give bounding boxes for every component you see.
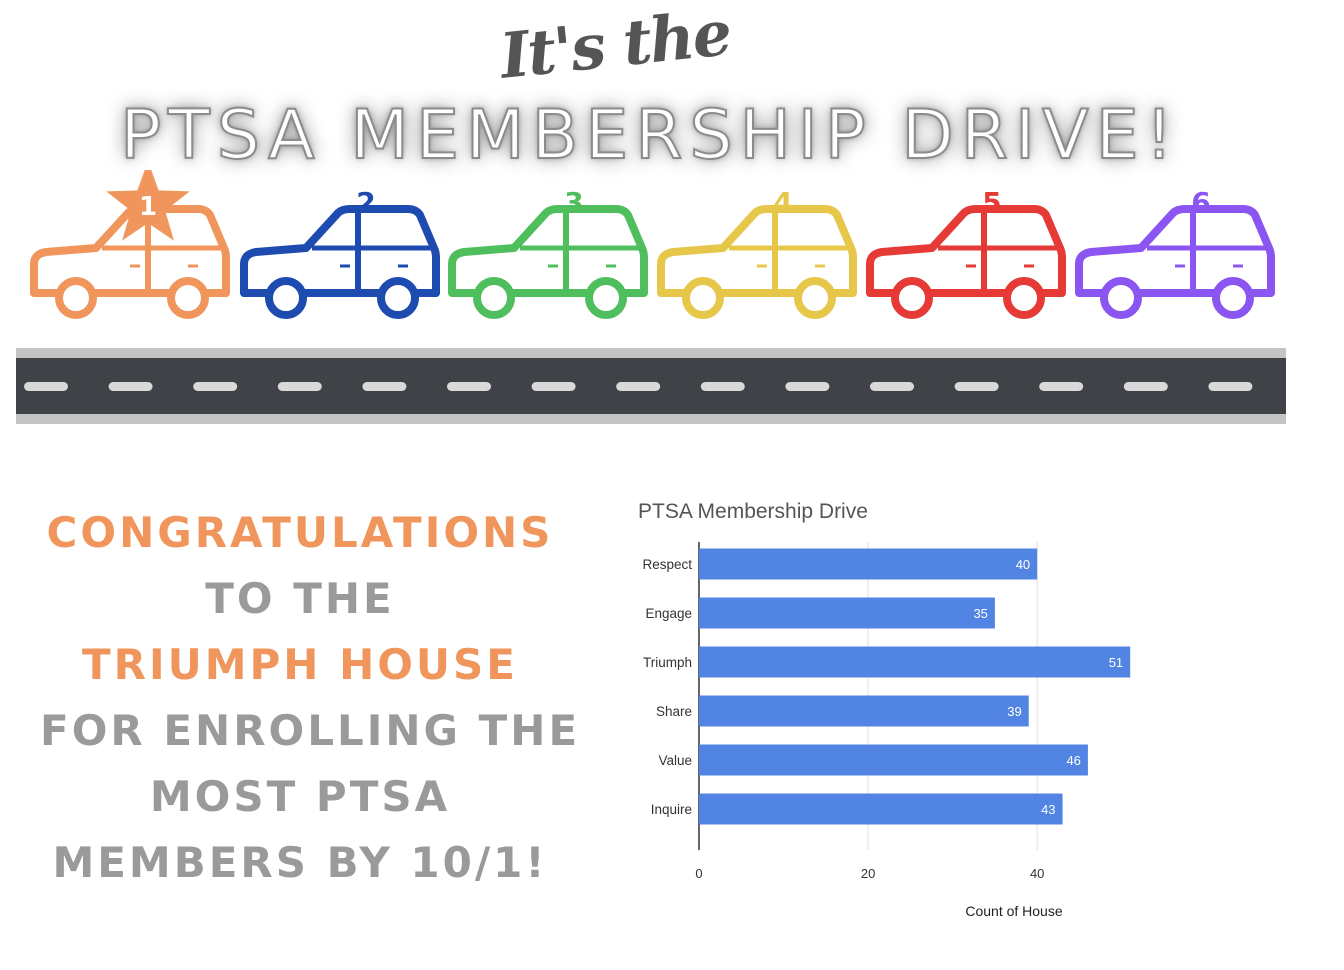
bar-value bbox=[699, 744, 1088, 776]
car-wheel-front-3 bbox=[473, 277, 515, 319]
car-2: 2 bbox=[240, 186, 440, 319]
category-label-share: Share bbox=[656, 704, 692, 719]
bar-respect bbox=[699, 548, 1038, 580]
car-wheel-rear-4 bbox=[794, 277, 836, 319]
lane-dash bbox=[1208, 382, 1253, 391]
lane-dash bbox=[108, 382, 153, 391]
data-label-triumph: 51 bbox=[1109, 655, 1123, 670]
car-body-1 bbox=[30, 205, 230, 297]
congrats-line-1: CONGRATULATIONS bbox=[46, 508, 554, 557]
data-label-inquire: 43 bbox=[1041, 802, 1055, 817]
car-wheel-front-6 bbox=[1100, 277, 1142, 319]
car-6: 6 bbox=[1075, 186, 1275, 319]
x-tick-label: 0 bbox=[695, 866, 702, 881]
congrats-line-4: FOR ENROLLING THE bbox=[40, 706, 581, 755]
bar-inquire bbox=[699, 793, 1063, 825]
car-wheel-rear-3 bbox=[585, 277, 627, 319]
category-label-triumph: Triumph bbox=[643, 655, 692, 670]
car-wheel-front-4 bbox=[682, 277, 724, 319]
car-5: 5 bbox=[866, 186, 1066, 319]
bar-chart: 40 Respect 35 Engage 51 Triumph 39 Share 46 Value… bbox=[642, 542, 1131, 919]
car-wheel-front-5 bbox=[891, 277, 933, 319]
car-body-6 bbox=[1075, 205, 1275, 297]
lane-dash bbox=[870, 382, 914, 391]
road-edge-bottom bbox=[16, 414, 1286, 424]
car-4: 4 bbox=[657, 186, 857, 319]
car-1: 1 bbox=[30, 170, 230, 319]
lane-dash bbox=[1039, 382, 1084, 391]
cars-row: 1 2 3 4 5 6 bbox=[30, 170, 1275, 319]
lane-dash bbox=[24, 382, 68, 391]
car-body-4 bbox=[657, 205, 857, 297]
car-wheel-rear-2 bbox=[377, 277, 419, 319]
data-label-respect: 40 bbox=[1016, 557, 1030, 572]
x-axis-label: Count of House bbox=[965, 903, 1062, 919]
lane-dash bbox=[531, 382, 576, 391]
bar-triumph bbox=[699, 646, 1131, 678]
congrats-line-6: MEMBERS BY 10/1! bbox=[52, 838, 548, 887]
header-script-text: It's the bbox=[496, 0, 734, 93]
lane-dash bbox=[700, 382, 745, 391]
category-label-respect: Respect bbox=[642, 557, 692, 572]
road-graphic bbox=[16, 348, 1286, 424]
car-wheel-front-2 bbox=[265, 277, 307, 319]
winner-star-icon bbox=[106, 170, 190, 241]
car-3: 3 bbox=[448, 186, 648, 319]
x-tick-label: 40 bbox=[1030, 866, 1044, 881]
bar-engage bbox=[699, 597, 995, 629]
car-wheel-rear-1 bbox=[167, 277, 209, 319]
car-rank-1: 1 bbox=[139, 192, 157, 222]
lane-dash bbox=[193, 382, 238, 391]
car-rank-3: 3 bbox=[564, 186, 583, 219]
car-body-5 bbox=[866, 205, 1066, 297]
car-body-3 bbox=[448, 205, 648, 297]
congrats-line-5: MOST PTSA bbox=[149, 772, 451, 821]
car-rank-5: 5 bbox=[982, 186, 1001, 219]
car-wheel-rear-6 bbox=[1212, 277, 1254, 319]
car-rank-4: 4 bbox=[773, 186, 792, 219]
chart-title: PTSA Membership Drive bbox=[638, 500, 868, 523]
lane-dash bbox=[785, 382, 830, 391]
car-wheel-front-1 bbox=[55, 277, 97, 319]
car-wheel-rear-5 bbox=[1003, 277, 1045, 319]
lane-dash bbox=[1123, 382, 1168, 391]
car-rank-2: 2 bbox=[356, 186, 375, 219]
x-tick-label: 20 bbox=[861, 866, 875, 881]
lane-dash bbox=[447, 382, 491, 391]
congrats-line-3: TRIUMPH HOUSE bbox=[82, 640, 518, 689]
page-title: PTSA MEMBERSHIP DRIVE! bbox=[119, 95, 1180, 176]
congratulations-message: CONGRATULATIONS TO THE TRIUMPH HOUSE FOR… bbox=[40, 500, 581, 896]
category-label-value: Value bbox=[658, 753, 692, 768]
bar-share bbox=[699, 695, 1029, 727]
lane-dashes bbox=[24, 382, 1253, 391]
data-label-engage: 35 bbox=[973, 606, 987, 621]
data-label-share: 39 bbox=[1007, 704, 1021, 719]
lane-dash bbox=[277, 382, 322, 391]
category-label-engage: Engage bbox=[645, 606, 692, 621]
lane-dash bbox=[954, 382, 999, 391]
data-label-value: 46 bbox=[1066, 753, 1080, 768]
lane-dash bbox=[616, 382, 661, 391]
category-label-inquire: Inquire bbox=[651, 802, 692, 817]
congrats-line-2: TO THE bbox=[205, 574, 395, 623]
car-rank-6: 6 bbox=[1191, 186, 1210, 219]
lane-dash bbox=[362, 382, 407, 391]
car-body-2 bbox=[240, 205, 440, 297]
road-edge-top bbox=[16, 348, 1286, 358]
